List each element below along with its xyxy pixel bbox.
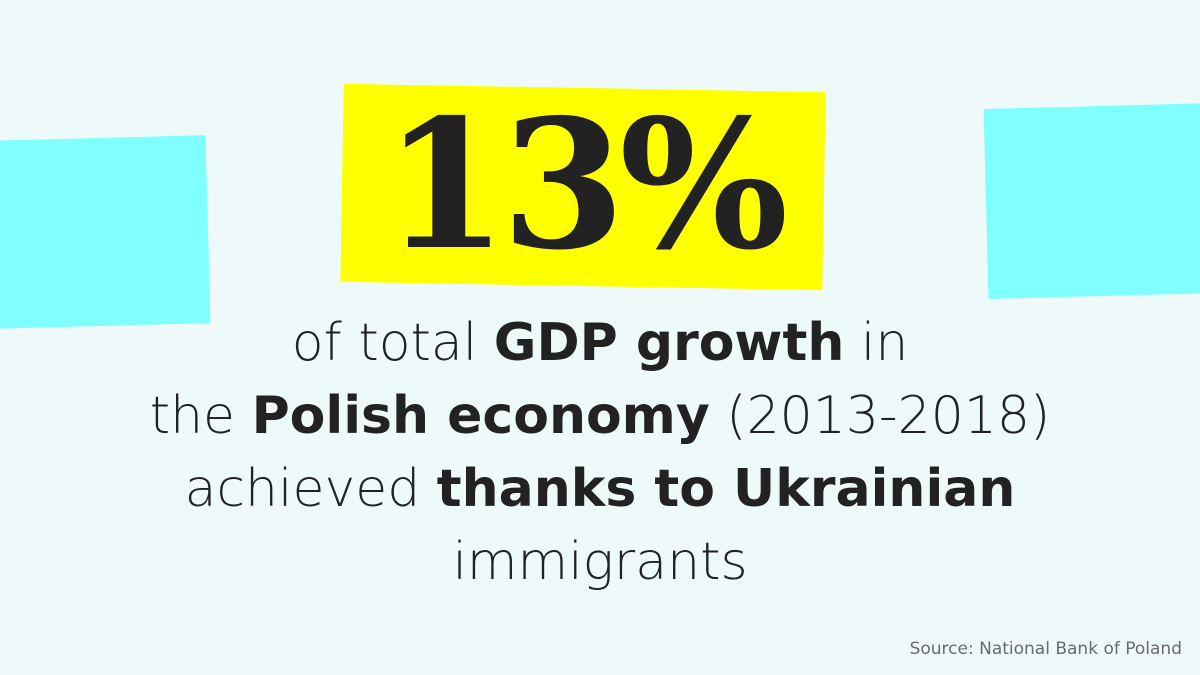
statement-line: immigrants [0,526,1200,599]
text: (2013-2018) [709,386,1051,446]
text: in [844,313,909,373]
emphasis-text: thanks to Ukrainian [436,459,1016,519]
emphasis-text: GDP growth [493,313,845,373]
text: the [149,386,252,446]
statement: of total GDP growth in the Polish economy… [0,307,1200,599]
text: immigrants [452,532,748,592]
emphasis-text: Polish economy [251,386,710,446]
statement-line: achieved thanks to Ukrainian [0,453,1200,526]
text: of total [291,313,494,373]
statement-line: of total GDP growth in [0,307,1200,380]
decor-block [0,135,211,329]
decor-block [983,103,1200,299]
statement-line: the Polish economy (2013-2018) [0,380,1200,453]
headline-stat: 13% [383,80,789,289]
source-note: Source: National Bank of Poland [909,639,1182,659]
text: achieved [184,459,437,519]
